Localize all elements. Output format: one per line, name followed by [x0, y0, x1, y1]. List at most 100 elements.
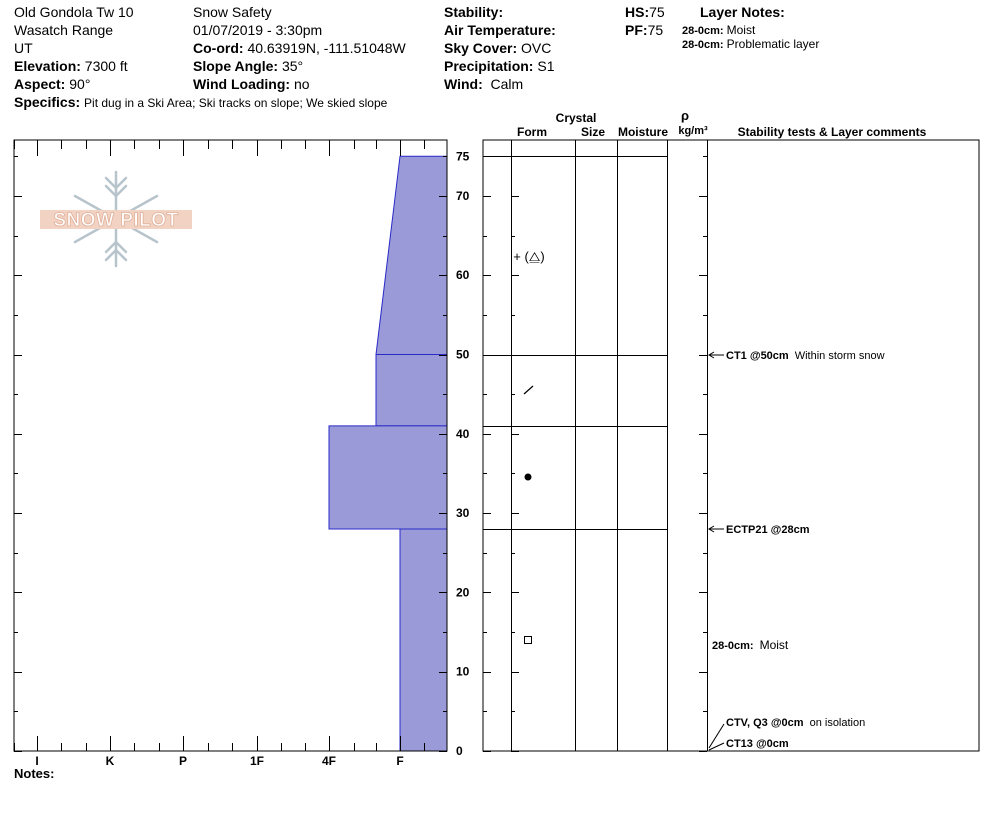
logo-text: SNOW PILOT [53, 210, 178, 231]
depth-label: 50 [456, 348, 470, 362]
wind: Wind: Calm [444, 76, 523, 92]
layer-boundary-lines [483, 156, 667, 530]
elevation-label: Elevation: [14, 58, 81, 74]
faceted-crystals-icon [524, 636, 532, 644]
density-unit: kg/m³ [678, 125, 708, 137]
sky-cover: Sky Cover: OVC [444, 40, 551, 56]
pf: PF:75 [625, 22, 663, 38]
hardness-top-ticks [14, 140, 425, 156]
depth-label: 0 [456, 744, 463, 758]
state-name: UT [14, 40, 33, 56]
test-code: CTV, Q3 @0cm [726, 717, 804, 729]
moisture-header: Moisture [618, 125, 668, 139]
wind-loading: Wind Loading: no [193, 76, 310, 92]
precip-label: Precipitation: [444, 58, 534, 74]
stability-label: Stability: [444, 4, 504, 20]
pf-value: 75 [647, 22, 664, 38]
specifics: Specifics: Pit dug in a Ski Area; Ski tr… [14, 94, 387, 111]
slope-label: Slope Angle: [193, 58, 279, 74]
depth-label: 40 [456, 427, 470, 441]
crystal-header: Crystal [556, 111, 597, 125]
hardness-axis-labels: I K P 1F 4F F [35, 754, 403, 768]
precipitation-particles-icon: + (⧋) [513, 249, 544, 264]
comments-header: Stability tests & Layer comments [738, 125, 927, 139]
depth-axis-ticks [439, 156, 447, 752]
air-temp-label: Air Temperature: [444, 22, 556, 38]
depth-label: 30 [456, 506, 470, 520]
layer-note: 28-0cm: Problematic layer [682, 37, 819, 52]
organization: Snow Safety [193, 4, 272, 20]
specifics-label: Specifics: [14, 94, 81, 110]
comment-text: Moist [760, 638, 789, 652]
depth-label: 20 [456, 585, 470, 599]
arrow-ctv-icon [708, 723, 725, 749]
layer-notes-title: Layer Notes: [700, 4, 785, 20]
notes-label: Notes: [14, 766, 54, 781]
elevation: Elevation: 7300 ft [14, 58, 128, 74]
snow-layer [375, 155, 448, 355]
precipitation: Precipitation: S1 [444, 58, 554, 74]
aspect-label: Aspect: [14, 76, 66, 92]
arrowhead-icon [708, 525, 715, 533]
coord-value: 40.63919N, -111.51048W [247, 40, 406, 56]
depth-label: 70 [456, 189, 470, 203]
melt-forms-icon [524, 473, 532, 481]
sky-value: OVC [521, 40, 552, 56]
layer-comment-moist: 28-0cm: Moist [712, 638, 789, 652]
slope-angle: Slope Angle: 35° [193, 58, 303, 74]
snow-layer [375, 354, 448, 427]
arrowhead-icon [708, 351, 715, 359]
snow-layer [328, 425, 448, 530]
hardness-bottom-ticks [14, 736, 425, 751]
wind-value: Calm [490, 76, 524, 92]
hs: HS:75 [625, 4, 665, 20]
stability-test-ectp: ECTP21 @28cm [726, 524, 810, 536]
hardness-label: I [35, 754, 38, 768]
sky-label: Sky Cover: [444, 40, 518, 56]
test-comment: Within storm snow [795, 350, 885, 362]
depth-label: 10 [456, 665, 470, 679]
depth-label: 60 [456, 268, 470, 282]
depth-label: 75 [456, 149, 470, 163]
test-code: CT1 @50cm [726, 350, 789, 362]
hs-label: HS: [625, 4, 650, 20]
layer-table-columns [511, 140, 708, 751]
wind-label: Wind: [444, 76, 483, 92]
size-header: Size [581, 125, 605, 139]
specifics-value: Pit dug in a Ski Area; Ski tracks on slo… [84, 96, 388, 110]
stability-test-arrows [708, 351, 725, 751]
hardness-label: P [179, 754, 187, 768]
depth-left-ticks [14, 156, 22, 752]
layer-table-depth-ticks [483, 156, 707, 752]
slope-value: 35° [281, 58, 304, 74]
datetime: 01/07/2019 - 3:30pm [193, 22, 323, 38]
crystal-form-symbols: + (⧋) [513, 249, 545, 644]
wind-loading-label: Wind Loading: [193, 76, 291, 92]
hardness-frame [13, 139, 448, 752]
arrow-ct13-icon [708, 742, 725, 751]
layer-note-range: 28-0cm: [682, 39, 724, 51]
logo-band [40, 210, 192, 229]
density-symbol: ρ [681, 108, 689, 123]
snowpilot-logo: SNOW PILOT [40, 170, 192, 268]
range-name: Wasatch Range [14, 22, 114, 38]
elevation-value: 7300 ft [84, 58, 128, 74]
site-name: Old Gondola Tw 10 [14, 4, 134, 20]
hs-value: 75 [649, 4, 665, 20]
layer-note-range: 28-0cm: [682, 25, 724, 37]
coord-label: Co-ord: [193, 40, 244, 56]
coordinates: Co-ord: 40.63919N, -111.51048W [193, 40, 406, 56]
hardness-layers [328, 155, 448, 752]
form-header: Form [517, 125, 547, 139]
hardness-label: 1F [250, 754, 264, 768]
stability-test-ct13: CT13 @0cm [726, 738, 789, 750]
aspect: Aspect: 90° [14, 76, 90, 92]
layer-note: 28-0cm: Moist [682, 23, 755, 38]
hardness-label: F [396, 754, 403, 768]
layer-note-text: Problematic layer [726, 37, 820, 51]
stability-test-ct1: CT1 @50cm Within storm snow [726, 350, 885, 362]
hardness-label: 4F [322, 754, 336, 768]
precip-value: S1 [537, 58, 555, 74]
layer-note-text: Moist [726, 23, 756, 37]
